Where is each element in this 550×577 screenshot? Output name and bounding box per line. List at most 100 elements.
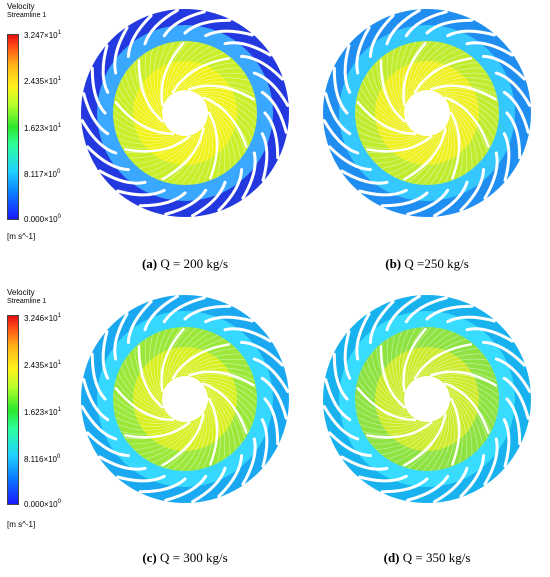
streamline: [436, 374, 499, 389]
legend-title: Velocity: [7, 288, 35, 297]
diffuser-vane: [82, 378, 110, 422]
impeller-panel-b: [322, 8, 532, 218]
impeller-blade: [403, 413, 447, 467]
streamline: [393, 419, 440, 464]
legend-subtitle: Streamline 1: [7, 298, 47, 305]
streamline: [426, 358, 488, 376]
streamline: [450, 107, 478, 165]
streamline: [203, 406, 213, 469]
streamline: [207, 105, 241, 159]
streamline: [395, 45, 404, 109]
diffuser-vane: [358, 474, 408, 483]
streamline: [133, 136, 191, 164]
streamline: [117, 422, 181, 431]
legend-tick: 8.117×100: [24, 169, 61, 179]
diffuser-vane: [90, 66, 107, 115]
diffuser-vane: [101, 44, 110, 94]
diffuser-vane: [113, 26, 129, 75]
diffuser-vane: [505, 111, 522, 160]
diffuser-vane: [385, 294, 421, 332]
diffuser-vane: [86, 145, 130, 172]
streamline: [366, 73, 406, 124]
streamline: [443, 380, 499, 411]
diffuser-vane: [164, 474, 208, 502]
diffuser-vane: [204, 29, 254, 38]
streamline: [165, 130, 202, 183]
streamline: [410, 329, 447, 382]
streamline: [441, 379, 500, 404]
diffuser-vane: [223, 327, 272, 343]
diffuser-vane: [138, 191, 187, 208]
diffuser-vane: [343, 44, 352, 94]
streamline: [441, 93, 500, 118]
diffuser-vane: [459, 168, 486, 212]
diffuser-vane: [126, 14, 153, 58]
streamline: [434, 85, 497, 95]
impeller-blade: [430, 370, 497, 387]
streamline: [450, 393, 478, 451]
streamline: [421, 62, 479, 90]
streamline: [421, 348, 479, 376]
streamline: [120, 422, 183, 435]
streamline: [444, 382, 497, 419]
streamline: [184, 358, 246, 376]
diffuser-vane: [483, 437, 499, 486]
legend-top: Velocity Streamline 1 3.247×101 2.435×10…: [0, 2, 90, 241]
streamline: [362, 79, 407, 126]
diffuser-vane: [240, 340, 284, 367]
impeller-blade: [403, 127, 447, 181]
impeller-image: [322, 294, 532, 504]
streamline: [157, 43, 167, 106]
streamline: [117, 86, 166, 128]
streamline: [399, 329, 409, 392]
impeller-blade: [356, 387, 417, 421]
legend-subtitle: Streamline 1: [7, 12, 47, 19]
diffuser-vane: [404, 10, 448, 38]
diffuser-vane: [126, 300, 153, 344]
streamline: [184, 72, 246, 90]
diffuser-vane: [332, 352, 349, 401]
streamline: [180, 127, 205, 186]
colorbar: [7, 315, 19, 505]
streamline: [355, 123, 418, 138]
hub: [162, 90, 208, 136]
diffuser-vane: [143, 8, 179, 46]
streamline: [170, 45, 212, 94]
streamline: [157, 329, 167, 392]
impeller-blade: [366, 135, 433, 153]
streamline: [393, 133, 440, 178]
streamline: [375, 422, 433, 450]
diffuser-vane: [80, 405, 118, 441]
streamline: [408, 327, 439, 383]
diffuser-vane: [322, 405, 360, 441]
streamline: [196, 376, 258, 396]
diffuser-vane: [355, 312, 371, 361]
streamline: [366, 359, 406, 410]
diffuser-vane: [355, 26, 371, 75]
streamline: [144, 338, 162, 400]
diffuser-vane: [263, 111, 280, 160]
streamline: [153, 45, 162, 109]
diffuser-vane: [433, 180, 469, 218]
streamline: [192, 85, 255, 95]
diffuser-vane: [340, 455, 389, 471]
diffuser-vane: [385, 8, 421, 46]
impeller-blade: [171, 343, 230, 380]
diffuser-vane: [260, 90, 288, 134]
diffuser-vane: [502, 418, 511, 468]
diffuser-vane: [98, 455, 147, 471]
diffuser-vane: [116, 474, 166, 483]
diffuser-vane: [191, 180, 227, 218]
impeller-blade: [207, 111, 219, 180]
streamline: [422, 413, 447, 472]
impeller-blade: [161, 127, 205, 181]
streamline: [199, 379, 258, 404]
impeller-blade: [160, 327, 185, 392]
streamline: [449, 391, 483, 445]
streamline: [408, 41, 439, 97]
streamline: [151, 133, 198, 178]
streamline: [434, 371, 497, 381]
colorbar: [7, 34, 19, 220]
streamline: [376, 61, 404, 119]
impeller-blade: [160, 41, 185, 106]
